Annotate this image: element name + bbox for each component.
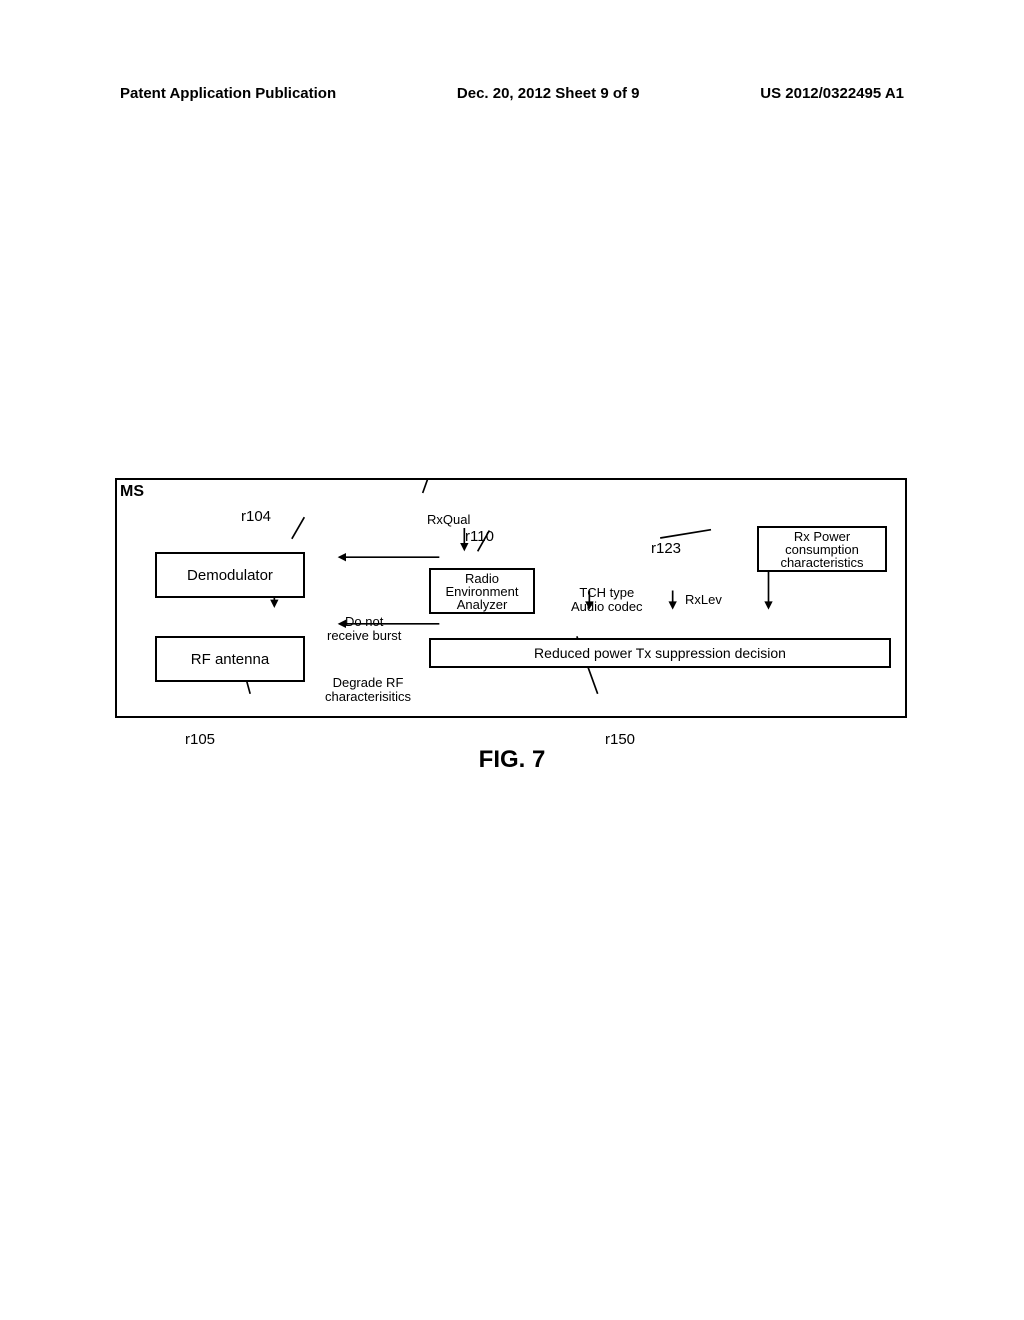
tch-type-label: TCH type Audio codec xyxy=(571,586,643,615)
header-left: Patent Application Publication xyxy=(120,85,336,102)
rx-power-box: Rx Power consumption characteristics xyxy=(757,526,887,572)
degrade-rf-label: Degrade RF characterisitics xyxy=(325,676,411,705)
diagram-container: MS Demodulator RF antenna Radio Environm… xyxy=(115,478,907,728)
ms-box: MS Demodulator RF antenna Radio Environm… xyxy=(115,478,907,718)
rxqual-label: RxQual xyxy=(427,513,470,527)
rf-antenna-box: RF antenna xyxy=(155,636,305,682)
ref-r123: r123 xyxy=(651,540,681,557)
rxlev-label: RxLev xyxy=(685,593,722,607)
reduced-power-box: Reduced power Tx suppression decision xyxy=(429,638,891,668)
figure-caption: FIG. 7 xyxy=(0,746,1024,774)
header-right: US 2012/0322495 A1 xyxy=(760,85,904,102)
ref-r104: r104 xyxy=(241,508,271,525)
do-not-receive-label: Do not receive burst xyxy=(327,615,401,644)
ms-label: MS xyxy=(120,483,144,501)
demodulator-box: Demodulator xyxy=(155,552,305,598)
radio-env-text: Radio Environment Analyzer xyxy=(446,572,519,611)
radio-env-box: Radio Environment Analyzer xyxy=(429,568,535,614)
header-center: Dec. 20, 2012 Sheet 9 of 9 xyxy=(457,85,640,102)
rx-power-text: Rx Power consumption characteristics xyxy=(780,530,863,569)
ref-r110: r110 xyxy=(465,528,494,545)
